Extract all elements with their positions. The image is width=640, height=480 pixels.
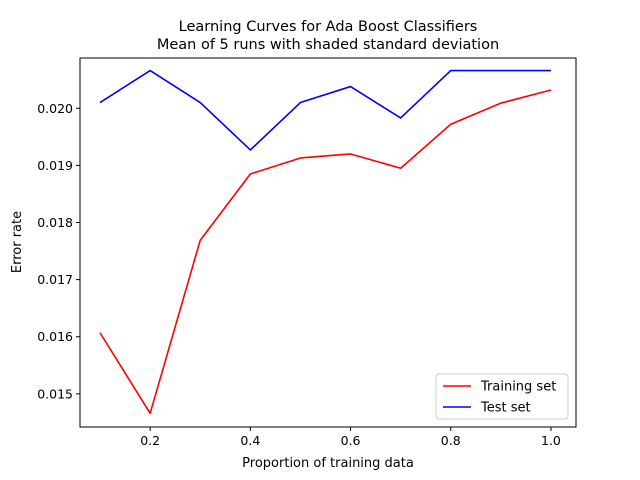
- y-axis: 0.015 0.016 0.017 0.018 0.019 0.020: [37, 101, 80, 401]
- legend-label-0: Training set: [480, 380, 556, 395]
- x-tick-label: 0.2: [140, 433, 160, 448]
- chart-subtitle: Mean of 5 runs with shaded standard devi…: [157, 37, 499, 53]
- legend-label-1: Test set: [480, 401, 531, 416]
- x-axis: 0.2 0.4 0.6 0.8 1.0: [140, 427, 561, 448]
- series-line-1: [99, 69, 551, 151]
- y-tick-label: 0.020: [37, 101, 73, 116]
- x-tick-label: 0.4: [240, 433, 260, 448]
- y-tick-label: 0.016: [37, 329, 73, 344]
- y-axis-label: Error rate: [10, 211, 25, 273]
- x-tick-label: 0.8: [441, 433, 461, 448]
- y-tick-label: 0.018: [37, 215, 73, 230]
- chart-title: Learning Curves for Ada Boost Classifier…: [179, 19, 478, 35]
- plot-area: [99, 69, 552, 415]
- x-axis-label: Proportion of training data: [242, 456, 414, 471]
- y-tick-label: 0.017: [37, 272, 73, 287]
- series-line-0: [99, 89, 552, 415]
- x-tick-label: 1.0: [541, 433, 561, 448]
- y-tick-label: 0.015: [37, 386, 73, 401]
- axes-frame: [79, 57, 577, 428]
- legend: Training set Test set: [435, 373, 569, 420]
- x-tick-label: 0.6: [341, 433, 361, 448]
- y-tick-label: 0.019: [37, 158, 73, 173]
